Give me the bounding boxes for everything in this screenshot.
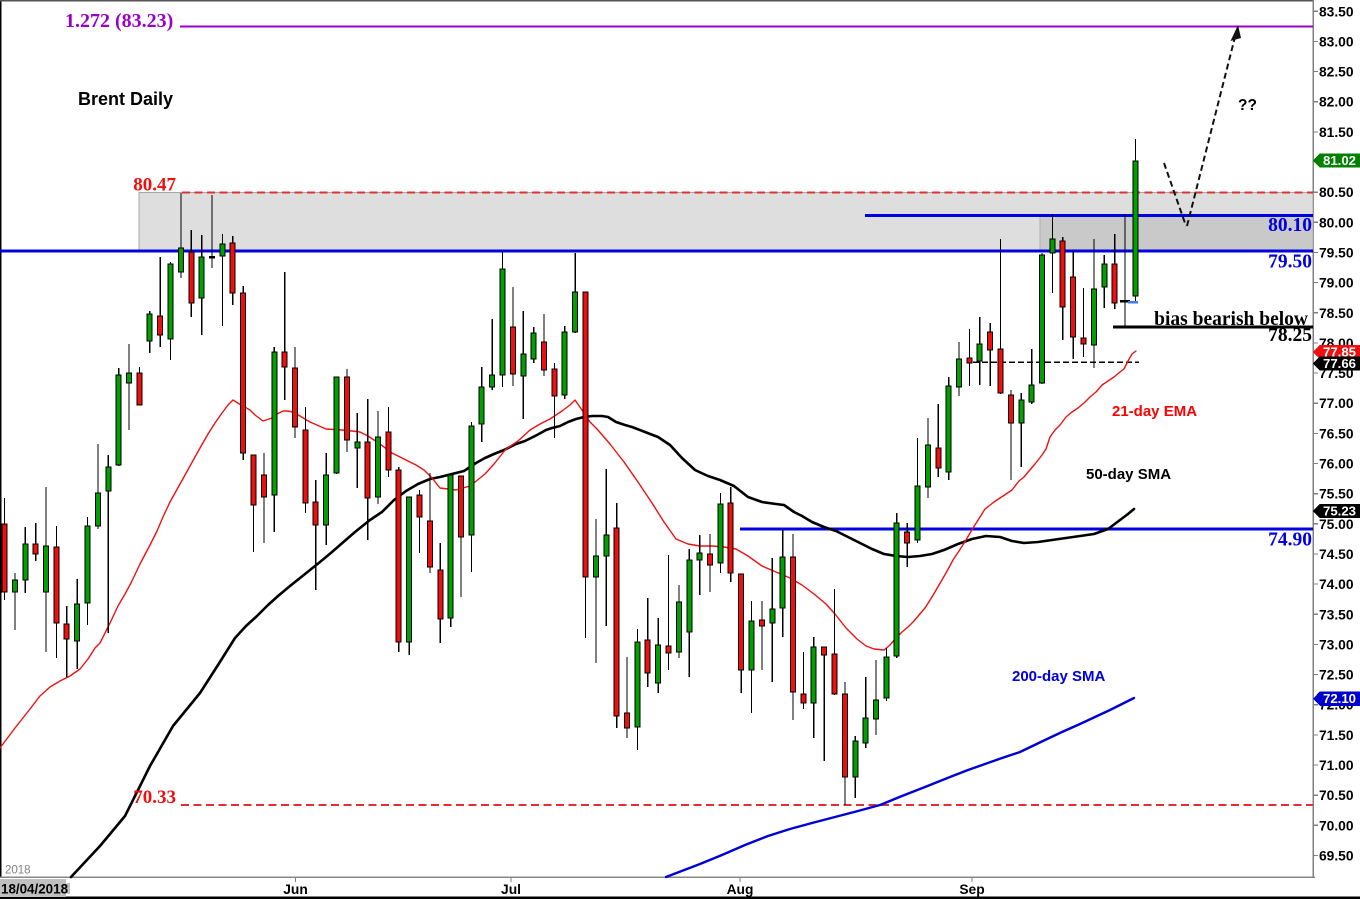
- svg-text:74.90: 74.90: [1268, 530, 1312, 551]
- svg-text:200-day SMA: 200-day SMA: [1012, 668, 1106, 685]
- svg-text:73.50: 73.50: [1319, 607, 1354, 622]
- svg-text:76.00: 76.00: [1319, 457, 1354, 472]
- svg-text:70.33: 70.33: [133, 787, 176, 808]
- svg-text:74.00: 74.00: [1319, 577, 1354, 592]
- svg-text:80.50: 80.50: [1319, 185, 1354, 200]
- svg-text:72.10: 72.10: [1323, 691, 1356, 706]
- svg-text:Jun: Jun: [283, 882, 308, 897]
- svg-text:18/04/2018: 18/04/2018: [1, 882, 69, 897]
- svg-text:70.50: 70.50: [1319, 788, 1354, 803]
- svg-text:Brent Daily: Brent Daily: [78, 89, 173, 109]
- svg-text:71.50: 71.50: [1319, 728, 1354, 743]
- svg-text:82.50: 82.50: [1319, 65, 1354, 80]
- svg-text:79.00: 79.00: [1319, 276, 1354, 291]
- svg-text:83.00: 83.00: [1319, 35, 1354, 50]
- svg-text:2018: 2018: [5, 865, 31, 877]
- svg-text:75.00: 75.00: [1319, 517, 1354, 532]
- svg-text:78.50: 78.50: [1319, 306, 1354, 321]
- svg-text:71.00: 71.00: [1319, 758, 1354, 773]
- svg-text:70.00: 70.00: [1319, 818, 1354, 833]
- svg-text:83.50: 83.50: [1319, 4, 1354, 19]
- svg-text:75.23: 75.23: [1323, 504, 1356, 519]
- svg-text:80.10: 80.10: [1268, 215, 1312, 236]
- svg-text:50-day SMA: 50-day SMA: [1086, 466, 1171, 483]
- svg-text:79.50: 79.50: [1268, 252, 1312, 273]
- svg-text:77.66: 77.66: [1323, 356, 1356, 371]
- svg-text:74.50: 74.50: [1319, 547, 1354, 562]
- svg-text:Jul: Jul: [501, 882, 521, 897]
- svg-text:69.50: 69.50: [1319, 849, 1354, 864]
- svg-text:73.00: 73.00: [1319, 637, 1354, 652]
- svg-text:80.00: 80.00: [1319, 215, 1354, 230]
- svg-text:81.50: 81.50: [1319, 125, 1354, 140]
- svg-text:77.00: 77.00: [1319, 396, 1354, 411]
- svg-text:??: ??: [1238, 97, 1257, 114]
- svg-text:78.25: 78.25: [1268, 325, 1312, 346]
- svg-text:79.50: 79.50: [1319, 246, 1354, 261]
- svg-text:Aug: Aug: [727, 882, 754, 897]
- svg-text:1.272 (83.23): 1.272 (83.23): [65, 10, 173, 32]
- svg-text:81.02: 81.02: [1323, 153, 1356, 168]
- svg-text:Sep: Sep: [959, 882, 984, 897]
- svg-text:82.00: 82.00: [1319, 95, 1354, 110]
- svg-text:72.50: 72.50: [1319, 668, 1354, 683]
- svg-text:75.50: 75.50: [1319, 487, 1354, 502]
- svg-text:bias bearish below: bias bearish below: [1154, 309, 1308, 330]
- svg-text:77.85: 77.85: [1323, 345, 1356, 360]
- svg-text:21-day EMA: 21-day EMA: [1112, 403, 1197, 420]
- svg-text:76.50: 76.50: [1319, 426, 1354, 441]
- svg-text:80.47: 80.47: [133, 175, 176, 196]
